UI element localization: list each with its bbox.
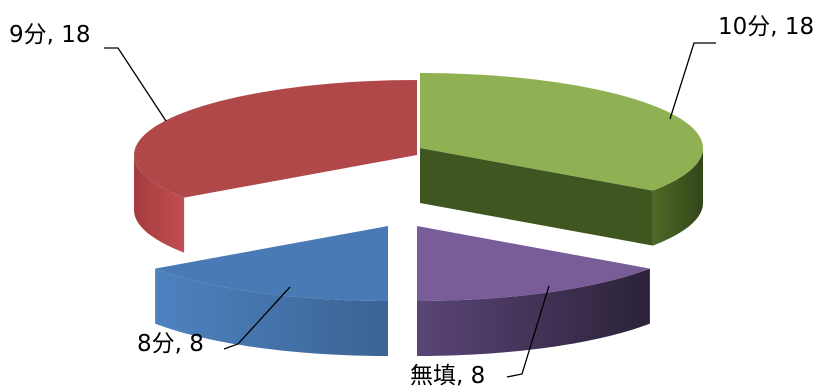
pie-slice-side-8 xyxy=(155,268,388,356)
leader-line-9 xyxy=(104,47,167,122)
leader-line-blank xyxy=(506,285,550,378)
pie-slice-side-9 xyxy=(134,155,185,253)
pie-slice-top-10 xyxy=(420,73,703,191)
data-label-blank: 無填, 8 xyxy=(410,363,485,389)
pie-slice-top-8 xyxy=(155,226,388,301)
data-label-9: 9分, 18 xyxy=(9,22,91,48)
data-label-8: 8分, 8 xyxy=(137,331,204,357)
pie-slice-side-10 xyxy=(652,148,703,246)
pie-slice-top-9 xyxy=(134,80,417,198)
leader-line-10 xyxy=(669,42,716,120)
pie-slice-face-10 xyxy=(420,148,653,246)
data-label-10: 10分, 18 xyxy=(718,14,814,40)
pie-slice-blank xyxy=(417,226,650,356)
pie-slice-9 xyxy=(134,80,417,253)
pie-slice-top-blank xyxy=(417,226,650,301)
pie-slice-10 xyxy=(420,73,703,246)
pie-slice-side-blank xyxy=(417,268,650,356)
pie-slice-8 xyxy=(155,226,388,356)
leader-line-8 xyxy=(223,286,291,350)
